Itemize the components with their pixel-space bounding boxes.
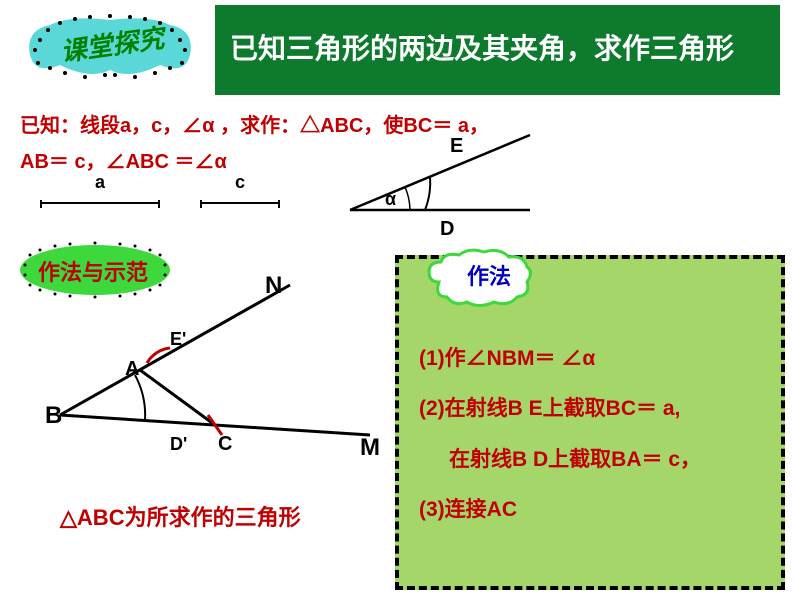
segments-area: a c <box>40 190 280 220</box>
svg-text:E: E <box>450 135 463 157</box>
angle-diagram: α E D <box>330 130 550 250</box>
svg-text:α: α <box>385 189 396 209</box>
method-step-2: (2)在射线B E上截取BC＝ a, <box>419 384 771 434</box>
title-box: 已知三角形的两边及其夹角，求作三角形 <box>215 5 780 95</box>
segment-c <box>200 202 280 204</box>
header-badge: 课堂探究 <box>10 5 210 85</box>
segment-c-label: c <box>235 172 245 193</box>
method-cloud: 作法 <box>419 247 539 312</box>
method-steps: (1)作∠NBM＝ ∠α (2)在射线B E上截取BC＝ a, 在射线B D上截… <box>419 334 771 536</box>
title-text: 已知三角形的两边及其夹角，求作三角形 <box>230 30 734 69</box>
segment-a <box>40 202 160 204</box>
svg-text:N: N <box>265 275 282 299</box>
method-step-2b: 在射线B D上截取BA＝ c， <box>419 435 771 485</box>
svg-text:E': E' <box>170 329 186 349</box>
result-text: △ABC为所求作的三角形 <box>60 500 301 532</box>
svg-text:M: M <box>360 434 380 461</box>
construction-diagram: N B M A E' D' C <box>40 275 390 475</box>
svg-text:A: A <box>125 358 139 380</box>
segment-a-label: a <box>95 172 105 193</box>
svg-text:C: C <box>218 433 232 455</box>
svg-text:D: D <box>440 218 454 240</box>
method-box: 作法 (1)作∠NBM＝ ∠α (2)在射线B E上截取BC＝ a, 在射线B … <box>395 255 785 590</box>
svg-text:D': D' <box>170 434 187 454</box>
method-step-3: (3)连接AC <box>419 485 771 535</box>
method-cloud-text: 作法 <box>467 259 511 291</box>
svg-text:B: B <box>45 402 62 429</box>
method-step-1: (1)作∠NBM＝ ∠α <box>419 334 771 384</box>
